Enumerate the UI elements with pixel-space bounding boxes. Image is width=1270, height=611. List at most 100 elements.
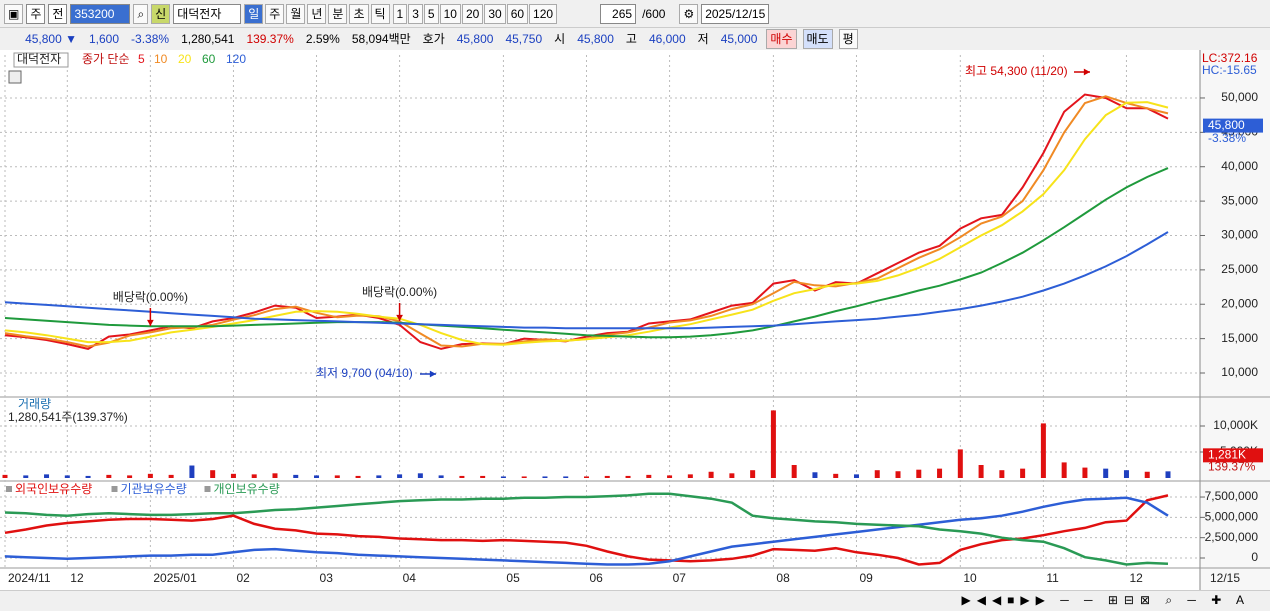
prev[interactable]: 전 bbox=[48, 3, 68, 24]
period-button[interactable]: 월 bbox=[286, 3, 306, 24]
y-tick-label: 20,000 bbox=[1221, 296, 1258, 310]
date[interactable]: 2025/12/15 bbox=[701, 3, 770, 24]
volume-bar bbox=[64, 475, 70, 478]
volume-bar bbox=[1040, 423, 1046, 478]
y-tick-label: 5,000,000 bbox=[1205, 510, 1259, 524]
lc-label: LC:372.16 bbox=[1202, 51, 1258, 65]
volume-bar bbox=[1123, 470, 1129, 478]
x-tick-label: 11 bbox=[1046, 571, 1059, 585]
volume-bar bbox=[417, 473, 423, 478]
tool[interactable]: ⚙ bbox=[679, 3, 699, 24]
interval-button[interactable]: 5 bbox=[423, 3, 439, 24]
price: 45,800 ▼ bbox=[25, 32, 77, 46]
volume-bar bbox=[687, 474, 693, 478]
turnover: 2.59% bbox=[305, 32, 340, 46]
legend-entry: 20 bbox=[178, 52, 192, 66]
sell-button[interactable]: 매도 bbox=[802, 29, 833, 49]
interval-button[interactable]: 3 bbox=[408, 3, 423, 24]
controls[interactable]: ▶◀◀■▶▶ ─ ─ ⊞⊟⊠ ⌕ ─ ✚ A bbox=[961, 593, 1250, 607]
volume-bar bbox=[210, 470, 216, 478]
y-tick-label: 0 bbox=[1251, 550, 1258, 564]
y-tick-label: 30,000 bbox=[1221, 228, 1258, 242]
interval-button[interactable]: 20 bbox=[461, 3, 484, 24]
volume-bar bbox=[459, 475, 465, 478]
x-tick-label: 09 bbox=[859, 571, 873, 585]
count[interactable]: 265 bbox=[600, 3, 637, 24]
volume-bar bbox=[168, 474, 174, 478]
period-button[interactable]: 년 bbox=[307, 3, 327, 24]
y-tick-label: 25,000 bbox=[1221, 262, 1258, 276]
volume: 1,280,541 bbox=[181, 32, 235, 46]
pane-subtitle: 1,280,541주(139.37%) bbox=[8, 410, 128, 424]
volume-bar bbox=[708, 471, 714, 478]
x-tick-label: 04 bbox=[403, 571, 417, 585]
quote-bar: 45,800 ▼ 1,600 -3.38% 1,280,541 139.37% … bbox=[0, 28, 1270, 50]
period-button[interactable]: 주 bbox=[265, 3, 285, 24]
volume-bar bbox=[1165, 471, 1171, 478]
dividend-note: 배당락(0.00%) bbox=[113, 290, 188, 304]
volume-bar bbox=[23, 475, 29, 478]
x-tick-label: 08 bbox=[776, 571, 790, 585]
volume-bar bbox=[916, 469, 922, 478]
interval-button[interactable]: 120 bbox=[529, 3, 558, 24]
volume-bar bbox=[978, 465, 984, 478]
ask-label: 호가 bbox=[422, 32, 445, 46]
amount: 58,094백만 bbox=[351, 32, 411, 46]
interval-button[interactable]: 30 bbox=[484, 3, 506, 24]
volume-bar bbox=[999, 470, 1005, 478]
arrow-head bbox=[396, 314, 403, 321]
period-button[interactable]: 분 bbox=[328, 3, 348, 24]
x-tick-label: 03 bbox=[320, 571, 334, 585]
last-volume-rate: 139.37% bbox=[1208, 460, 1256, 474]
interval-button[interactable]: 60 bbox=[506, 3, 529, 24]
volume-bar bbox=[812, 472, 818, 478]
volume-bar bbox=[563, 476, 569, 478]
table-icon[interactable] bbox=[8, 70, 22, 84]
volume-bar bbox=[1020, 468, 1026, 478]
buy-button[interactable]: 매수 bbox=[766, 29, 797, 49]
volume-bar bbox=[314, 475, 320, 478]
count-max: /600 bbox=[642, 6, 666, 21]
last-rate: -3.38% bbox=[1208, 131, 1246, 145]
interval-button[interactable]: 1 bbox=[392, 3, 408, 24]
interval-button[interactable]: 10 bbox=[439, 3, 461, 24]
low-label: 저 bbox=[697, 32, 709, 46]
arrow-head bbox=[147, 319, 154, 326]
code[interactable]: 353200 bbox=[70, 3, 131, 24]
legend-entry: 60 bbox=[202, 52, 216, 66]
credit[interactable]: 신 bbox=[151, 3, 171, 24]
y-tick-label: 50,000 bbox=[1221, 90, 1258, 104]
y-tick-label: 10,000 bbox=[1221, 365, 1258, 379]
period-button[interactable]: 틱 bbox=[370, 3, 390, 24]
volume-bar bbox=[895, 471, 901, 478]
period-button[interactable]: 초 bbox=[349, 3, 369, 24]
open-label: 시 bbox=[554, 32, 566, 46]
x-tick-label: 12 bbox=[1129, 571, 1143, 585]
volume-bar bbox=[1144, 471, 1150, 478]
pane-title: 거래량 bbox=[18, 397, 51, 411]
rate: -3.38% bbox=[131, 32, 170, 46]
search[interactable]: ⌕ bbox=[133, 3, 149, 24]
volume-bar bbox=[230, 473, 236, 478]
market[interactable]: 주 bbox=[26, 3, 46, 24]
icon[interactable]: ▣ bbox=[4, 3, 24, 24]
period-button[interactable]: 일 bbox=[244, 3, 264, 24]
volume-bar bbox=[957, 449, 963, 478]
legend-entry: 10 bbox=[154, 52, 168, 66]
volume-bar bbox=[376, 475, 382, 478]
series-line bbox=[4, 496, 1169, 566]
stock-name: 대덕전자 bbox=[173, 3, 242, 24]
volume-bar bbox=[44, 474, 50, 478]
y-tick-label: 7,500,000 bbox=[1205, 489, 1259, 503]
volume-bar bbox=[189, 465, 195, 478]
volume-bar bbox=[397, 474, 403, 478]
hc-label: HC:-15.65 bbox=[1202, 63, 1257, 77]
volume-bar bbox=[874, 470, 880, 478]
legend-entry: 120 bbox=[226, 52, 246, 66]
volume-bar bbox=[521, 476, 527, 478]
series-line bbox=[4, 231, 1169, 330]
avg-button[interactable]: 평 bbox=[838, 29, 858, 49]
volume-bar bbox=[147, 473, 153, 478]
axis-bg bbox=[1200, 50, 1270, 590]
